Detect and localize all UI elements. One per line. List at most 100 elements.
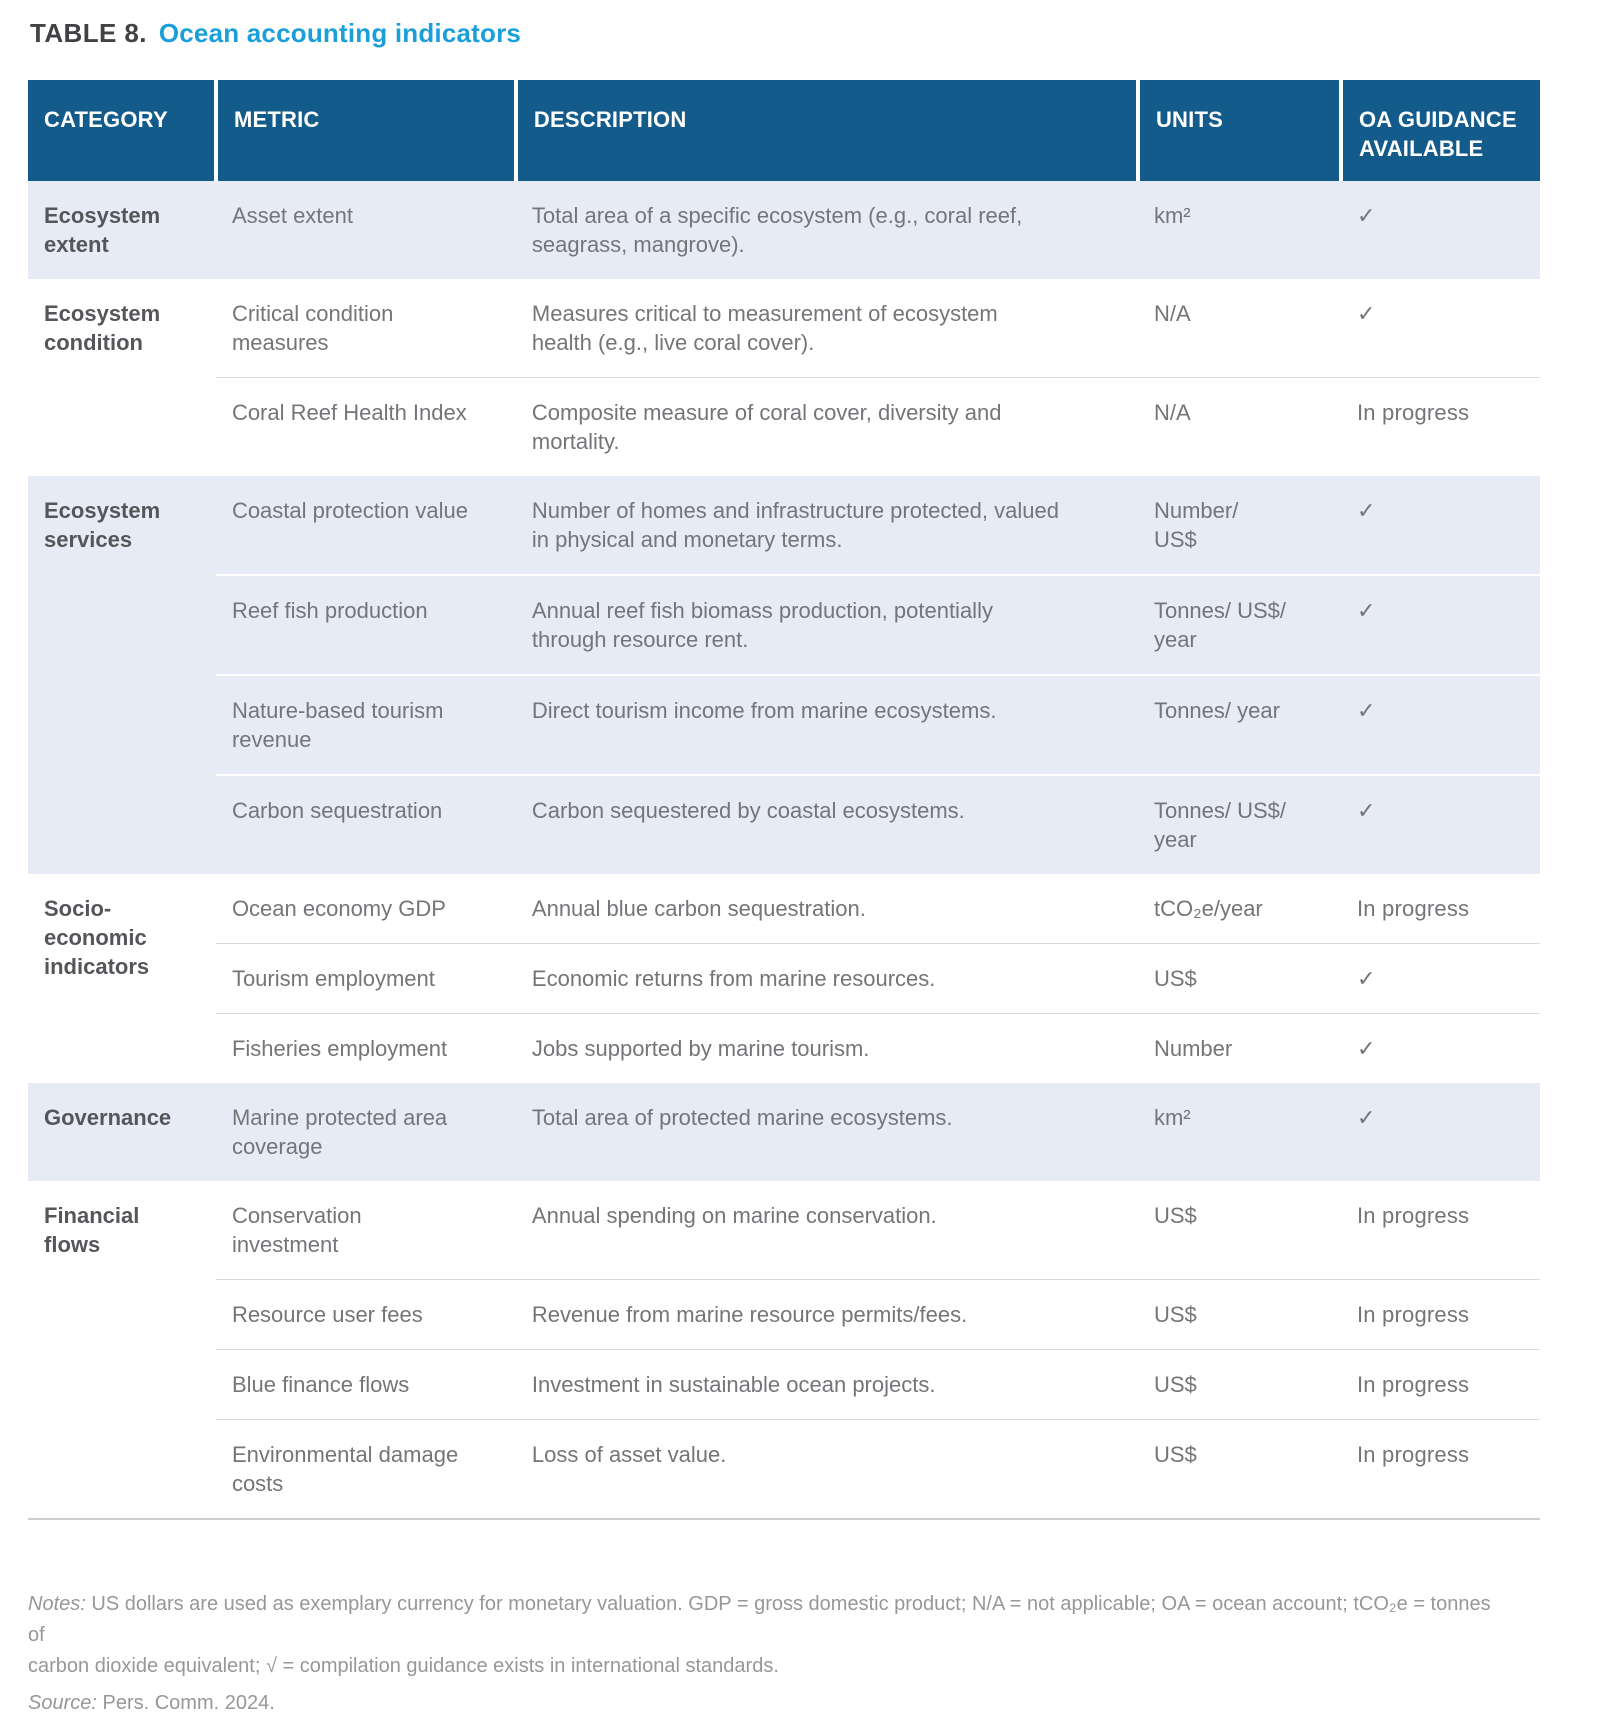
table-row: Nature-based tourism revenue Direct touri…: [28, 674, 1540, 775]
table-row: Carbon sequestration Carbon sequestered b…: [28, 774, 1540, 874]
category-cell: Financial flows: [44, 1203, 140, 1257]
table-notes: Notes: US dollars are used as exemplary …: [28, 1558, 1498, 1682]
metric-cell: Coral Reef Health Index: [215, 377, 516, 476]
category-cell: Ecosystem services: [28, 476, 216, 874]
description-cell: Measures critical to measurement of ecos…: [531, 301, 998, 355]
notes-text: US dollars are used as exemplary currenc…: [28, 1593, 1491, 1677]
units-cell: tCO₂e/year: [1153, 896, 1263, 921]
guidance-cell: ✓: [1341, 476, 1540, 575]
column-header-oa-guidance: OA GUIDANCE AVAILABLE: [1339, 80, 1540, 181]
description-cell: Number of homes and infrastructure prote…: [515, 476, 1138, 575]
guidance-cell: ✓: [1341, 774, 1540, 874]
category-cell: Ecosystem extent: [28, 181, 216, 279]
description-cell: Annual spending on marine conservation.: [531, 1203, 937, 1228]
table-row: Coral Reef Health Index Composite measure…: [28, 377, 1540, 476]
table-row: Blue finance flows Investment in sustaina…: [28, 1349, 1540, 1420]
metric-cell: Resource user fees: [215, 1279, 516, 1350]
description-cell: Annual blue carbon sequestration.: [531, 896, 866, 921]
source-text: Pers. Comm. 2024.: [96, 1692, 275, 1714]
units-cell: Number: [1137, 1013, 1341, 1083]
guidance-cell: ✓: [1357, 301, 1376, 326]
units-cell: US$: [1153, 1203, 1197, 1228]
description-cell: Direct tourism income from marine ecosys…: [515, 674, 1138, 775]
table-row: Governance Marine protected area coverage…: [28, 1083, 1540, 1181]
guidance-cell: In progress: [1341, 1279, 1540, 1350]
units-cell: US$: [1137, 1349, 1341, 1420]
description-cell: Total area of protected marine ecosystem…: [515, 1083, 1138, 1181]
guidance-cell: ✓: [1341, 181, 1540, 279]
category-cell: Socio- economic indicators: [44, 896, 150, 979]
metric-cell: Blue finance flows: [215, 1349, 516, 1420]
metric-cell: Asset extent: [215, 181, 516, 279]
description-cell: Loss of asset value.: [515, 1419, 1138, 1519]
table-row: Financial flows Conservation investment An…: [28, 1181, 1540, 1280]
description-cell: Revenue from marine resource permits/fee…: [515, 1279, 1138, 1350]
description-cell: Composite measure of coral cover, divers…: [515, 377, 1138, 476]
notes-label: Notes:: [28, 1593, 86, 1615]
table-title: TABLE 8. Ocean accounting indicators: [30, 18, 1618, 49]
table-body: Ecosystem extent Asset extent Total area o…: [28, 181, 1540, 1519]
table-row: Tourism employment Economic returns from …: [28, 943, 1540, 1014]
column-header-category: CATEGORY: [28, 80, 216, 181]
guidance-cell: ✓: [1341, 1083, 1540, 1181]
description-cell: Investment in sustainable ocean projects…: [515, 1349, 1138, 1420]
description-cell: Economic returns from marine resources.: [515, 943, 1138, 1014]
table-row: Reef fish production Annual reef fish bio…: [28, 574, 1540, 675]
table-row: Resource user fees Revenue from marine re…: [28, 1279, 1540, 1350]
metric-cell: Environmental damage costs: [215, 1419, 516, 1519]
units-cell: km²: [1137, 181, 1341, 279]
table-row: Fisheries employment Jobs supported by ma…: [28, 1013, 1540, 1083]
metric-cell: Critical condition measures: [231, 301, 394, 355]
metric-cell: Conservation investment: [231, 1203, 362, 1257]
table-row: Environmental damage costs Loss of asset …: [28, 1419, 1540, 1519]
units-cell: Tonnes/ US$/ year: [1137, 574, 1341, 675]
guidance-cell: ✓: [1341, 943, 1540, 1014]
units-cell: US$: [1137, 1419, 1341, 1519]
units-cell: N/A: [1137, 377, 1341, 476]
column-header-metric: METRIC: [213, 80, 516, 181]
guidance-cell: ✓: [1341, 574, 1540, 675]
header-row: CATEGORY METRIC DESCRIPTION UNITS OA GUI…: [28, 80, 1540, 181]
column-header-description: DESCRIPTION: [513, 80, 1138, 181]
table-row: Socio- economic indicators Ocean economy …: [28, 874, 1540, 979]
column-header-units: UNITS: [1135, 80, 1341, 181]
metric-cell: Fisheries employment: [215, 1013, 516, 1083]
metric-cell: Tourism employment: [215, 943, 516, 1014]
table-row: Ecosystem extent Asset extent Total area o…: [28, 181, 1540, 279]
guidance-cell: In progress: [1357, 896, 1470, 921]
units-cell: Number/ US$: [1137, 476, 1341, 575]
units-cell: Tonnes/ US$/ year: [1137, 774, 1341, 874]
guidance-cell: In progress: [1341, 1349, 1540, 1420]
category-cell: Ecosystem condition: [44, 301, 161, 355]
table-number-label: TABLE 8.: [30, 18, 147, 48]
description-cell: Jobs supported by marine tourism.: [515, 1013, 1138, 1083]
table-header: CATEGORY METRIC DESCRIPTION UNITS OA GUI…: [28, 80, 1540, 181]
metric-cell: Coastal protection value: [215, 476, 516, 575]
metric-cell: Reef fish production: [215, 574, 516, 675]
table-row: Ecosystem condition Critical condition me…: [28, 279, 1540, 378]
units-cell: Tonnes/ year: [1137, 674, 1341, 775]
description-cell: Carbon sequestered by coastal ecosystems…: [515, 774, 1138, 874]
table-source: Source: Pers. Comm. 2024.: [28, 1690, 1618, 1716]
ocean-accounting-table: CATEGORY METRIC DESCRIPTION UNITS OA GUI…: [28, 80, 1540, 1520]
description-cell: Total area of a specific ecosystem (e.g.…: [515, 181, 1138, 279]
metric-cell: Ocean economy GDP: [231, 896, 446, 921]
description-cell: Annual reef fish biomass production, pot…: [515, 574, 1138, 675]
table-row: Ecosystem services Coastal protection val…: [28, 476, 1540, 874]
guidance-cell: In progress: [1341, 1419, 1540, 1519]
guidance-cell: In progress: [1341, 377, 1540, 476]
guidance-cell: ✓: [1341, 674, 1540, 775]
metric-cell: Carbon sequestration: [215, 774, 516, 874]
units-cell: N/A: [1153, 301, 1191, 326]
source-label: Source:: [28, 1692, 97, 1714]
guidance-cell: ✓: [1341, 1013, 1540, 1083]
units-cell: km²: [1137, 1083, 1341, 1181]
metric-cell: Nature-based tourism revenue: [215, 674, 516, 775]
units-cell: US$: [1137, 1279, 1341, 1350]
guidance-cell: In progress: [1357, 1203, 1470, 1228]
table-heading: Ocean accounting indicators: [158, 18, 522, 48]
metric-cell: Marine protected area coverage: [215, 1083, 516, 1181]
category-cell: Governance: [28, 1083, 216, 1181]
units-cell: US$: [1137, 943, 1341, 1014]
